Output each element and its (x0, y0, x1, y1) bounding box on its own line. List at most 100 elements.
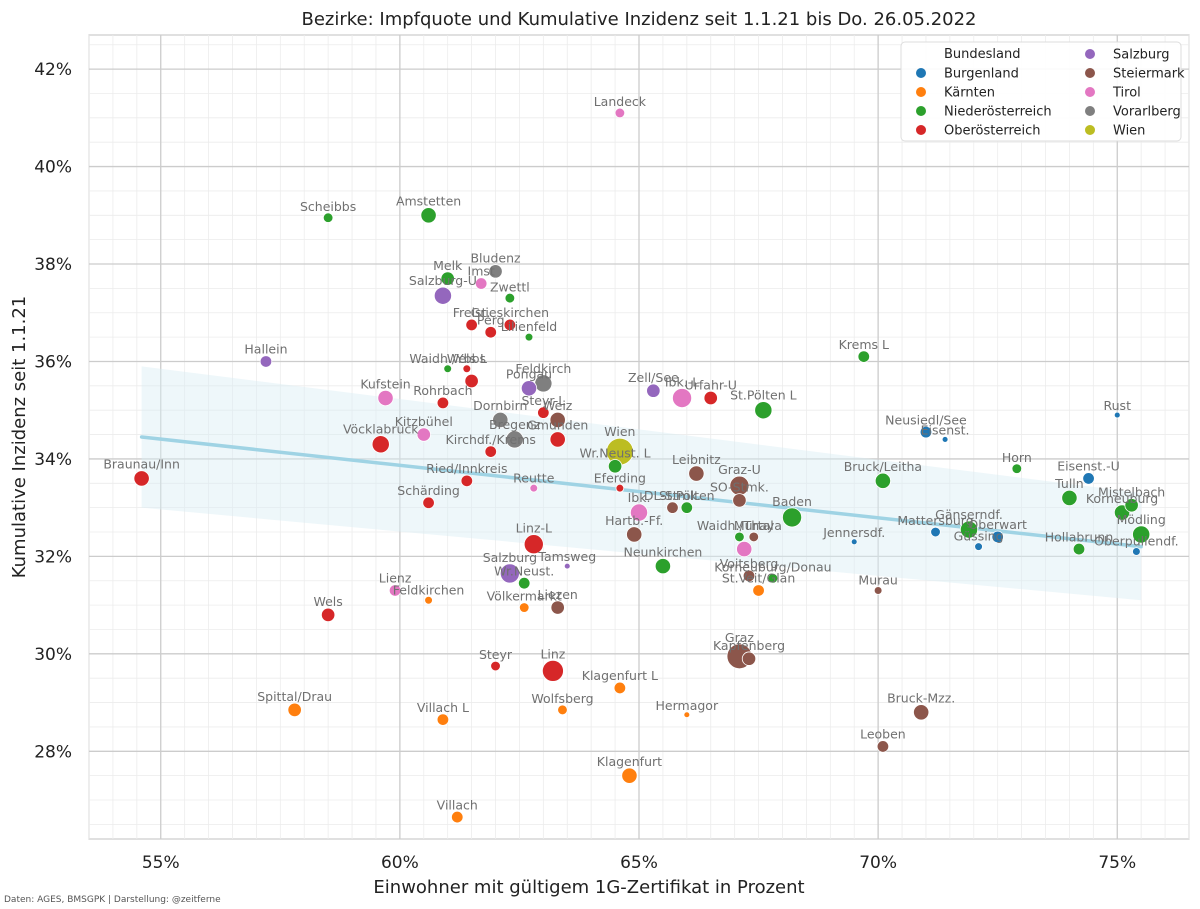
point-label: Zell/See (628, 370, 679, 385)
data-point (490, 660, 501, 672)
data-point (613, 681, 627, 695)
point-label: Kirchdf./Krems (446, 432, 536, 447)
point-label: Amstetten (396, 194, 461, 209)
data-point (873, 586, 883, 595)
source-note: Daten: AGES, BMSGPK | Darstellung: @zeit… (4, 895, 221, 905)
legend-label: Vorarlberg (1113, 105, 1181, 120)
data-point (646, 383, 661, 398)
point-label: Feldkirch (515, 361, 571, 376)
data-point (683, 711, 691, 719)
point-label: Eisenst. (921, 422, 970, 437)
data-point (320, 607, 336, 623)
data-point (462, 364, 472, 374)
data-point (1113, 411, 1121, 419)
point-label: Voitsberg (720, 556, 779, 571)
data-point (505, 430, 524, 449)
data-point (524, 332, 534, 342)
data-point (1132, 547, 1141, 556)
data-point (484, 445, 497, 458)
point-label: Lienz (379, 571, 412, 586)
data-point (377, 389, 394, 407)
legend-marker (1085, 68, 1095, 78)
data-point (422, 496, 435, 509)
data-point (930, 526, 941, 538)
data-point (734, 531, 745, 543)
point-label: Oberpullendf. (1094, 534, 1178, 549)
data-point (874, 472, 892, 489)
data-point (876, 740, 890, 753)
point-label: Güssing (954, 529, 1004, 544)
point-label: Eferding (594, 470, 646, 485)
point-label: Wels L (447, 351, 487, 366)
point-label: Völkermarkt (487, 589, 562, 604)
data-point (420, 207, 437, 224)
data-point (959, 520, 979, 539)
legend-label: Steiermark (1113, 67, 1185, 82)
data-point (550, 600, 565, 615)
point-label: Tulln (1054, 476, 1084, 491)
data-point (518, 602, 530, 613)
data-point (752, 584, 765, 597)
data-point (688, 465, 705, 482)
data-point (850, 538, 858, 546)
point-label: Neunkirchen (623, 544, 702, 559)
x-tick-label: 65% (620, 853, 658, 873)
point-label: Leoben (860, 727, 906, 742)
data-point (443, 364, 452, 374)
point-label: Scheibbs (300, 199, 356, 214)
point-label: Schärding (397, 483, 460, 498)
regression-confidence-band (141, 366, 1142, 601)
data-point (436, 396, 450, 410)
data-point (1072, 542, 1086, 556)
point-label: Hollabrunn (1045, 529, 1114, 544)
point-label: Wels (313, 594, 342, 609)
data-point (518, 576, 531, 590)
x-axis-label: Einwohner mit gültigem 1G-Zertifikat in … (373, 877, 804, 898)
chart-title: Bezirke: Impfquote und Kumulative Inzide… (301, 9, 976, 30)
point-label: Waidh./Ybbs (409, 351, 486, 366)
point-label: Kufstein (360, 376, 410, 391)
data-point (549, 431, 566, 448)
point-label: Graz-U (718, 462, 761, 477)
legend-box (900, 41, 1182, 142)
point-label: Weiz (543, 398, 573, 413)
point-label: Oberwart (968, 517, 1027, 532)
point-label: Wr.Neust. (494, 563, 554, 578)
legend-marker (1085, 106, 1095, 116)
legend-label: Kärnten (944, 86, 995, 101)
data-point (913, 704, 930, 721)
y-tick-label: 28% (34, 742, 72, 762)
point-label: St.Veit/Glan (722, 571, 795, 586)
point-label: Pongau (506, 367, 552, 382)
point-label: DL-Stmk. (644, 488, 701, 503)
data-point (666, 501, 679, 514)
data-point (754, 401, 773, 420)
data-point (741, 651, 757, 666)
point-label: Liezen (538, 587, 578, 602)
point-label: Wien (604, 424, 635, 439)
point-label: Krems L (839, 337, 889, 352)
legend-label: Niederösterreich (944, 105, 1052, 120)
point-label: Melk (433, 258, 463, 273)
point-label: Mistelbach (1098, 484, 1165, 499)
data-point (322, 212, 334, 223)
point-label: Perg (477, 312, 505, 327)
point-label: Ibk. (628, 490, 651, 505)
data-point (991, 530, 1004, 544)
data-point (484, 326, 497, 339)
x-tick-label: 75% (1098, 853, 1136, 873)
data-point (488, 264, 503, 279)
point-label: St.Pölten L (730, 388, 797, 403)
data-point (607, 459, 623, 474)
data-point (474, 277, 488, 290)
legend-marker (916, 68, 926, 78)
data-point (537, 406, 550, 419)
point-label: Mattersburg (897, 513, 973, 528)
point-label: Hermagor (656, 698, 719, 713)
data-point (621, 767, 638, 784)
point-label: Horn (1002, 450, 1032, 465)
point-label: Kitzbühel (395, 414, 453, 429)
data-point (388, 584, 402, 597)
x-tick-label: 70% (859, 853, 897, 873)
